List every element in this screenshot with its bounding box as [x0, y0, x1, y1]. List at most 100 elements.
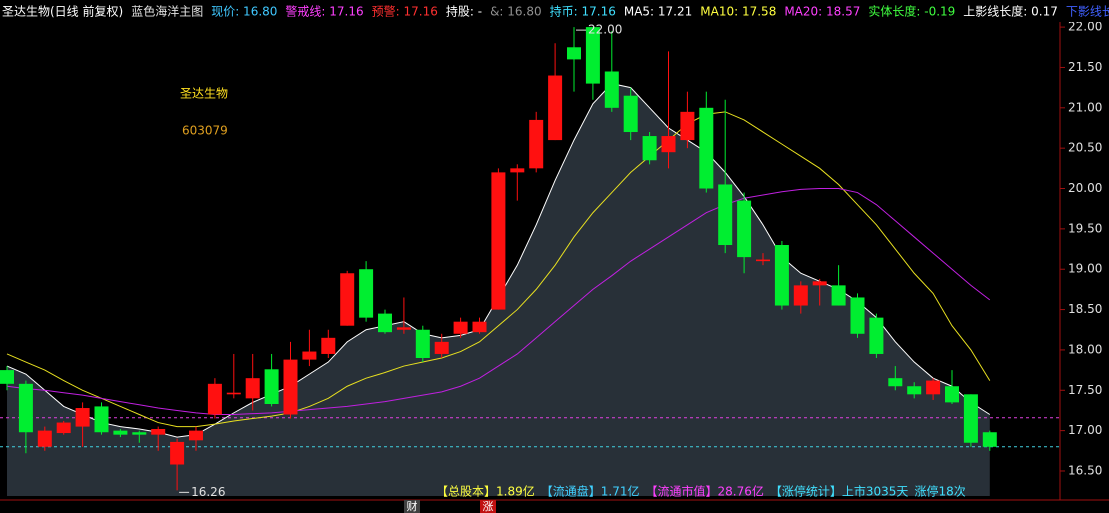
candle-body [245, 378, 260, 399]
header-item: 圣达生物(日线 前复权) [2, 4, 123, 19]
y-tick-label: 17.00 [1068, 423, 1102, 437]
y-tick-label: 16.50 [1068, 463, 1102, 477]
footer-item: 【总股本】 [436, 485, 496, 499]
candle-body [75, 408, 90, 427]
y-tick-label: 17.50 [1068, 383, 1102, 397]
candle-body [680, 111, 695, 141]
candle-body [0, 370, 14, 384]
candle-body [340, 273, 355, 326]
candle-body [396, 327, 411, 330]
footer-item: 28.76亿 [718, 484, 764, 499]
candle-body [415, 329, 430, 358]
candle-body [378, 313, 392, 333]
header-item: MA20: 18.57 [784, 5, 860, 19]
candle-body [226, 392, 241, 395]
candle-body [642, 136, 657, 161]
candle-body [529, 119, 544, 169]
header-bar [0, 0, 1109, 22]
y-tick-label: 19.50 [1068, 221, 1102, 235]
candle-body [548, 75, 563, 141]
candle-body [113, 430, 128, 435]
candle-body [283, 359, 298, 415]
low-annotation: 16.26 [191, 485, 225, 499]
footer-item: 1.71亿 [601, 484, 640, 499]
candle-body [661, 136, 676, 153]
candle-body [963, 394, 978, 443]
candle-body [94, 406, 109, 433]
candle-body [604, 71, 619, 108]
header-item: 警戒线: 17.16 [285, 4, 363, 19]
footer-item: 【涨停统计】 [770, 484, 842, 499]
candle-body [37, 430, 52, 447]
candle-body [907, 386, 922, 395]
footer-item: 1.89亿 [496, 484, 535, 499]
footer-item: 【流通盘】 [541, 484, 601, 499]
stock-name: 圣达生物 [180, 87, 228, 101]
candle-body [170, 441, 185, 465]
header-item: &: 16.80 [490, 5, 542, 19]
candle-body [207, 383, 222, 415]
high-annotation: 22.00 [588, 23, 622, 37]
header-item: 持币: 17.16 [550, 4, 616, 19]
candle-body [56, 422, 71, 434]
candle-body [359, 269, 374, 318]
header-item: 下影线长 [1066, 5, 1109, 19]
y-tick-label: 22.00 [1068, 20, 1102, 34]
candle-body [774, 245, 789, 306]
candle-body [472, 321, 487, 333]
footer-item: 上市3035天 [842, 484, 909, 499]
y-tick-label: 21.50 [1068, 60, 1102, 74]
candle-body [737, 200, 752, 258]
ma-line [6, 111, 991, 428]
candle-body [850, 297, 865, 334]
candle-body [510, 168, 525, 173]
candle-body [945, 386, 959, 403]
candle-body [888, 378, 903, 387]
candle-body [793, 285, 808, 306]
candle-body [321, 337, 336, 354]
y-tick-label: 18.00 [1068, 342, 1102, 356]
candle-body [869, 317, 884, 354]
candle-body [264, 369, 279, 404]
candle-body [699, 107, 714, 189]
header-item: MA10: 17.58 [700, 5, 776, 19]
marker-box [480, 500, 496, 513]
candle-body [926, 380, 941, 395]
header-item: 预警: 17.16 [372, 4, 438, 19]
ma-line [6, 188, 991, 415]
candle-body [718, 184, 733, 246]
marker-box [404, 500, 420, 513]
footer-item: 涨停18次 [914, 484, 965, 499]
header-item: 现价: 16.80 [211, 5, 277, 19]
marker: 涨 [483, 500, 494, 513]
candle-body [623, 95, 638, 133]
candle-body [491, 172, 506, 310]
candle-body [585, 27, 600, 84]
candle-body [302, 351, 317, 360]
stock-code: 603079 [182, 124, 228, 138]
candle-body [189, 430, 203, 441]
header-item: 持股: - [446, 4, 482, 19]
header-item: 实体长度: -0.19 [868, 4, 955, 19]
y-tick-label: 18.50 [1068, 302, 1102, 316]
candle-body [756, 259, 770, 262]
marker: 财 [407, 499, 418, 513]
candle-body [453, 321, 468, 334]
y-tick-label: 20.00 [1068, 181, 1102, 195]
candle-body [18, 383, 33, 433]
y-tick-label: 21.00 [1068, 100, 1102, 114]
header-item: 上影线长度: 0.17 [963, 4, 1058, 19]
candle-body [567, 47, 581, 60]
candle-body [812, 281, 827, 286]
header-item: MA5: 17.21 [624, 5, 692, 19]
y-tick-label: 19.00 [1068, 262, 1102, 276]
candle-body [132, 432, 147, 435]
candle-body [982, 432, 997, 447]
candle-body [151, 429, 166, 435]
header-item: 蓝色海洋主图 [131, 4, 203, 19]
candle-body [434, 341, 449, 354]
ma-area [7, 83, 990, 496]
footer-item: 【流通市值】 [646, 484, 718, 499]
